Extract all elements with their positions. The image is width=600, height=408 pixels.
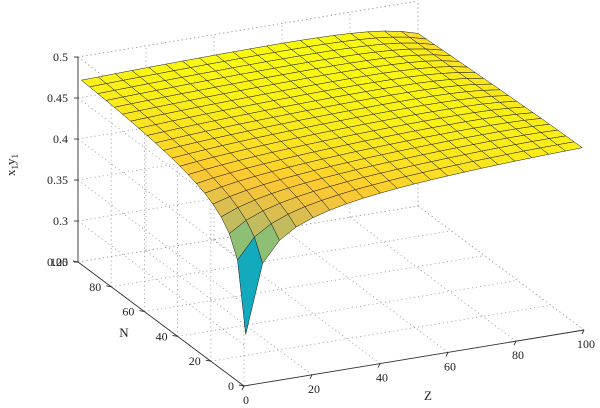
grid-line-wall-x-horizontal	[77, 138, 245, 264]
z-tick-label: 0.25	[47, 255, 68, 269]
grid-line-floor-x	[417, 205, 585, 331]
x-tick-label: 100	[577, 337, 595, 351]
y-tick-label: 40	[156, 329, 168, 343]
grid-line-floor-y	[144, 255, 485, 312]
y-tick-mark	[172, 334, 178, 337]
grid-line-floor-y	[177, 280, 518, 337]
grid-line-floor-x	[145, 250, 313, 376]
y-tick-label: 100	[50, 255, 68, 269]
surface-cell	[237, 236, 263, 335]
x-tick-mark	[445, 352, 449, 357]
y-tick-mark	[106, 285, 112, 288]
grid-line-wall-x-horizontal	[77, 179, 245, 305]
grid-line-floor-y	[111, 230, 452, 288]
surface-plot	[81, 30, 583, 335]
tick-labels: 0204060801000204060801000.250.30.350.40.…	[47, 50, 595, 407]
x-tick-label: 20	[308, 382, 320, 396]
z-axis-title: x1y1	[3, 154, 20, 176]
x-tick-label: 80	[512, 348, 524, 362]
x-tick-label: 40	[376, 371, 388, 385]
grid-line-floor-x	[281, 228, 449, 353]
y-tick-label: 80	[89, 280, 101, 294]
y-tick-mark	[205, 359, 211, 362]
y-tick-mark	[139, 310, 145, 313]
grid-line-floor-y	[210, 304, 551, 362]
x-tick-mark	[309, 374, 313, 380]
x-tick-label: 60	[444, 359, 456, 373]
z-tick-label: 0.4	[53, 132, 68, 146]
z-tick-label: 0.5	[53, 50, 68, 64]
x-tick-mark	[241, 385, 245, 391]
box-edge-floor-right	[417, 205, 585, 331]
x-tick-mark	[377, 363, 381, 368]
axes	[77, 57, 585, 387]
z-tick-label: 0.35	[47, 173, 68, 187]
x-tick-mark	[513, 340, 517, 346]
y-tick-label: 20	[189, 354, 201, 368]
x-axis-title: Z	[424, 388, 432, 403]
z-tick-label: 0.45	[47, 91, 68, 105]
grid-line-wall-x-horizontal	[77, 220, 245, 346]
z-axis-title-y: y	[3, 158, 18, 165]
z-tick-label: 0.3	[53, 214, 68, 228]
y-axis-line	[77, 261, 245, 387]
y-tick-label: 60	[122, 305, 134, 319]
x-axis-line	[243, 329, 585, 387]
x-tick-label: 0	[243, 393, 249, 407]
x-tick-mark	[581, 329, 585, 335]
grid-line-floor-x	[349, 216, 517, 342]
z-axis-title-sub1: 1	[10, 165, 20, 170]
z-axis-title-sub2: 1	[10, 154, 20, 159]
z-axis-title-x: x	[3, 169, 18, 176]
y-tick-mark	[238, 384, 245, 387]
y-axis-title: N	[119, 325, 129, 340]
y-tick-label: 0	[228, 379, 234, 393]
box-edge-top-back	[77, 0, 419, 58]
